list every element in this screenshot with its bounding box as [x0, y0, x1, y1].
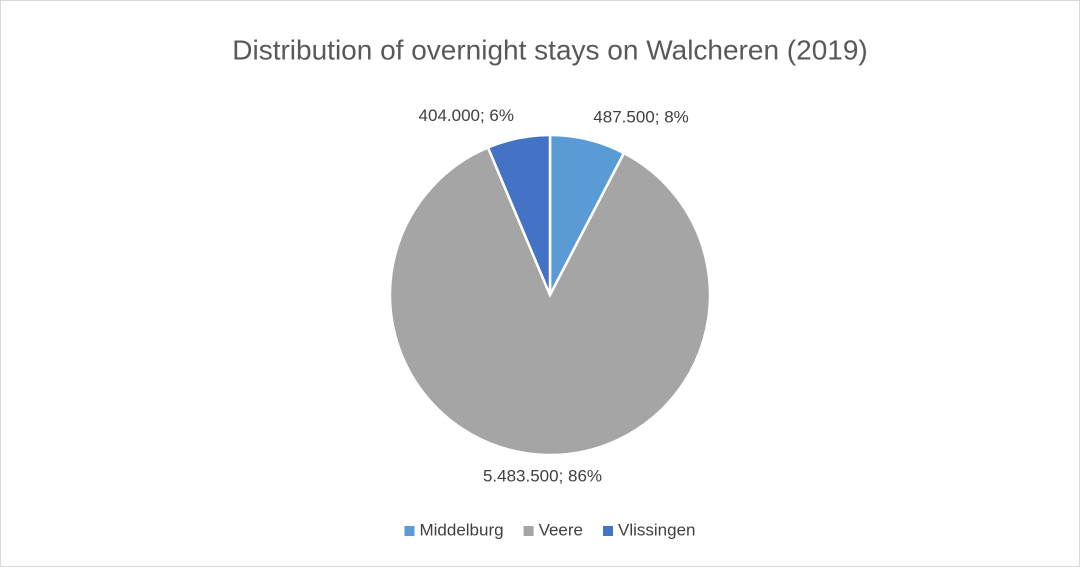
- chart-title: Distribution of overnight stays on Walch…: [232, 34, 868, 65]
- data-label: 487.500; 8%: [593, 108, 688, 127]
- legend-label: Veere: [539, 520, 583, 539]
- data-label: 5.483.500; 86%: [483, 466, 602, 485]
- legend-label: Middelburg: [419, 520, 503, 539]
- legend-swatch: [523, 526, 534, 536]
- pie-slice: [388, 145, 712, 457]
- pie-slice: [486, 133, 552, 296]
- legend-swatch: [603, 526, 614, 536]
- legend-swatch: [404, 526, 415, 536]
- data-label: 404.000; 6%: [419, 106, 514, 125]
- legend-label: Vlissingen: [618, 520, 696, 539]
